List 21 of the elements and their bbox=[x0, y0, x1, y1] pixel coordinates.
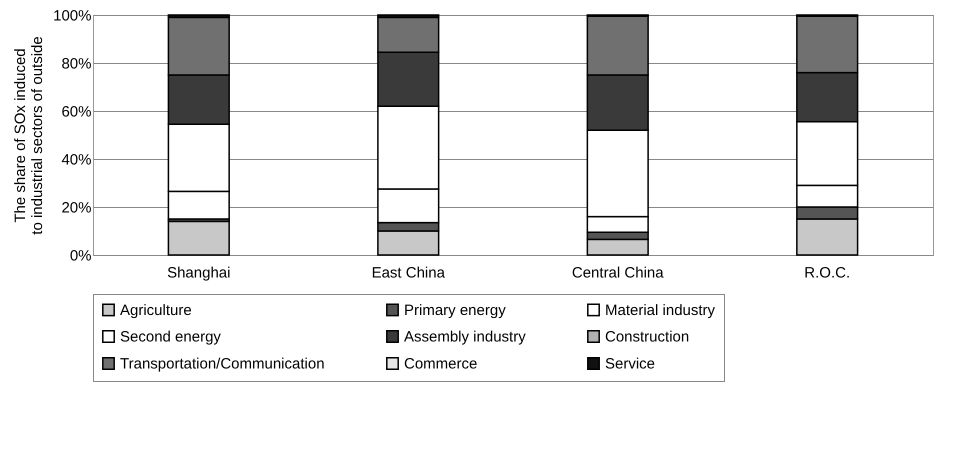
legend-label: Agriculture bbox=[120, 302, 192, 319]
legend-label: Assembly industry bbox=[404, 328, 526, 346]
y-axis-title: The share of SOx induced to industrial sectors of outside bbox=[12, 36, 46, 235]
y-tick-label: 100% bbox=[53, 8, 92, 24]
y-tick-label: 60% bbox=[61, 104, 92, 120]
y-tick-label: 0% bbox=[70, 248, 92, 264]
y-tick-label: 40% bbox=[61, 152, 92, 168]
x-tick-label: East China bbox=[372, 264, 446, 282]
x-tick-label: Shanghai bbox=[167, 264, 230, 282]
bar bbox=[168, 220, 230, 256]
legend-label: Primary energy bbox=[404, 302, 506, 319]
x-tick-label: Central China bbox=[572, 264, 664, 282]
legend-label: Service bbox=[605, 356, 656, 372]
y-tick-label: 20% bbox=[61, 200, 92, 216]
legend-label: Material industry bbox=[605, 302, 716, 319]
legend-label: Commerce bbox=[404, 356, 478, 372]
x-tick-label: R.O.C. bbox=[804, 264, 850, 282]
legend-label: Transportation/Communication bbox=[120, 356, 325, 372]
y-tick-label: 80% bbox=[61, 56, 92, 72]
legend-label: Construction bbox=[605, 328, 690, 346]
legend-label: Second energy bbox=[120, 328, 222, 346]
